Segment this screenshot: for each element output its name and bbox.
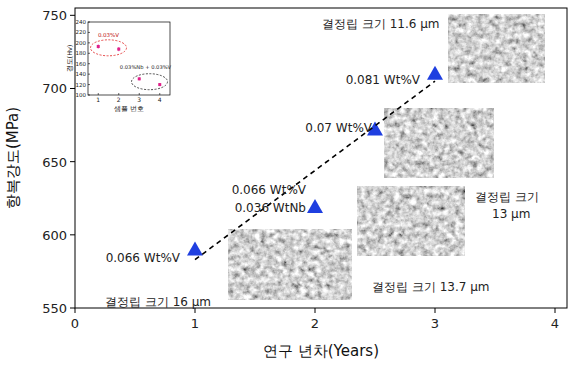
inset-frame — [88, 22, 170, 95]
trend-line — [195, 81, 435, 260]
annotation: 0.07 Wt%V — [305, 121, 373, 135]
triangle-point — [427, 66, 443, 80]
y-tick-label: 600 — [42, 228, 67, 243]
plot-data — [187, 66, 443, 260]
annotation: 결정립 크기 11.6 μm — [322, 17, 440, 31]
annotation: 결정립 크기 13.7 μm — [372, 280, 490, 294]
group-ellipse — [132, 74, 168, 90]
inset-point — [138, 77, 141, 80]
inset-point — [97, 45, 100, 48]
triangle-point — [187, 241, 203, 255]
inset-y-tick-label: 200 — [76, 40, 87, 46]
chart-root: 0 1 2 3 4 550 600 650 700 750 연구 년차(Years) 항복강도(MPa… — [0, 0, 571, 368]
inset-point — [158, 83, 161, 86]
inset-y-tick-label: 140 — [76, 71, 87, 77]
y-tick — [70, 234, 75, 235]
y-tick-label: 550 — [42, 301, 67, 316]
inset-y-tick-label: 160 — [76, 61, 87, 67]
inset-x-tick-label: 3 — [137, 96, 141, 103]
inset-point — [117, 48, 120, 51]
annotation: 0.066 Wt%V — [106, 251, 181, 265]
y-tick — [70, 308, 75, 309]
inset-y-tick — [88, 53, 90, 54]
y-tick-label: 700 — [42, 81, 67, 96]
inset-y-tick — [88, 74, 90, 75]
y-tick — [70, 15, 75, 16]
inset-annotation: 0.03%V — [98, 32, 119, 38]
y-tick — [70, 161, 75, 162]
annotation: 0.081 Wt%V — [346, 73, 421, 87]
annotation: 0.036 WtNb — [235, 201, 306, 215]
plot-frame — [75, 8, 567, 308]
micrograph — [357, 186, 465, 256]
inset-y-tick — [88, 95, 90, 96]
inset-error-bar — [118, 47, 119, 51]
inset-y-tick — [88, 84, 90, 85]
annotation: 0.066 Wt%V — [232, 183, 307, 197]
inset-y-tick — [88, 22, 90, 23]
x-axis-label: 연구 년차(Years) — [263, 342, 379, 360]
y-tick-label: 650 — [42, 155, 67, 170]
inset-error-bar — [159, 83, 160, 86]
inset-y-tick-label: 100 — [76, 92, 87, 98]
inset-x-tick-label: 2 — [117, 96, 121, 103]
x-tick — [435, 308, 436, 313]
micrograph — [448, 14, 545, 83]
x-tick-label: 0 — [71, 316, 79, 331]
inset-x-tick — [98, 93, 99, 95]
y-tick — [70, 88, 75, 89]
x-tick-label: 2 — [311, 316, 319, 331]
inset-x-tick — [118, 93, 119, 95]
inset-x-label: 샘플 번호 — [114, 105, 144, 113]
y-tick-label: 750 — [42, 8, 67, 23]
x-tick-label: 1 — [191, 316, 199, 331]
micrograph — [228, 229, 352, 300]
inset-y-tick — [88, 42, 90, 43]
annotation: 결정립 크기13 μm — [475, 190, 539, 221]
y-axis-label: 항복강도(MPa) — [4, 107, 22, 209]
group-ellipse — [91, 40, 127, 56]
inset-y-tick-label: 220 — [76, 29, 87, 35]
inset-x-tick — [159, 93, 160, 95]
inset-error-bar — [98, 44, 99, 48]
inset-annotation: 0.03%Nb + 0.03%V — [120, 64, 172, 70]
inset-y-tick — [88, 32, 90, 33]
x-tick-label: 4 — [551, 316, 559, 331]
x-tick-label: 3 — [431, 316, 439, 331]
inset-y-tick-label: 240 — [76, 19, 87, 25]
inset-y-tick-label: 120 — [76, 82, 87, 88]
x-tick — [315, 308, 316, 313]
annotation: 결정립 크기 16 μm — [105, 295, 211, 309]
triangle-point — [307, 199, 323, 213]
inset-error-bar — [139, 77, 140, 80]
inset-y-tick — [88, 63, 90, 64]
inset-y-label: 경도(Hv) — [66, 45, 74, 73]
inset-x-tick — [139, 93, 140, 95]
inset-x-tick-label: 4 — [158, 96, 162, 103]
x-tick — [75, 308, 76, 313]
inset-y-tick-label: 180 — [76, 50, 87, 56]
micrograph — [384, 108, 494, 178]
inset-x-tick-label: 1 — [96, 96, 100, 103]
x-tick — [555, 308, 556, 313]
